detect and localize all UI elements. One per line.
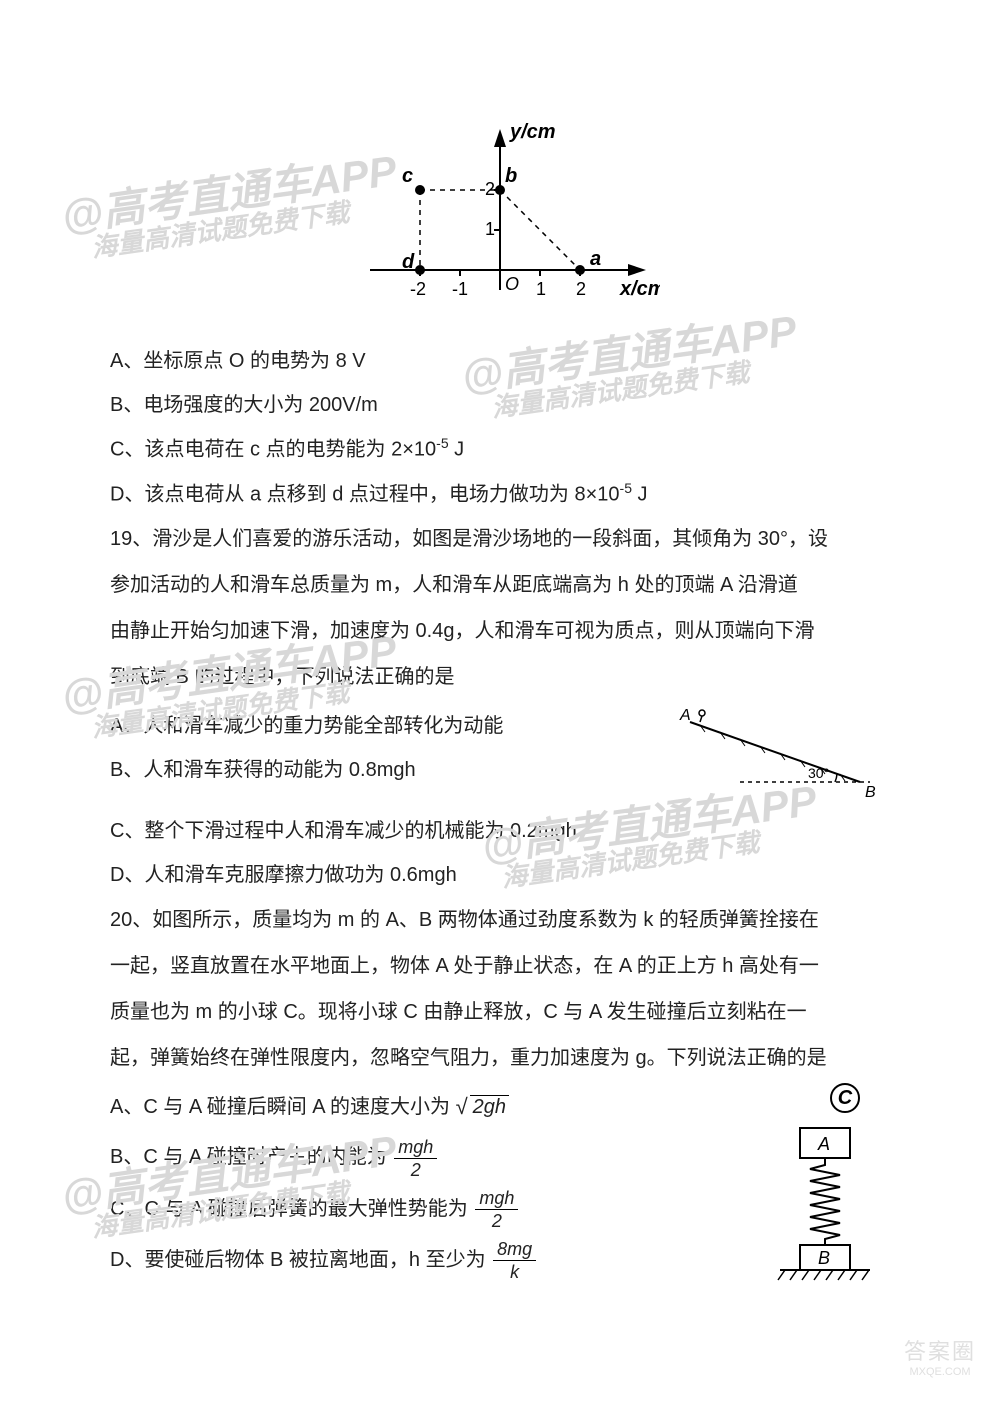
q18-option-c: C、该点电荷在 c 点的电势能为 2×10-5 J xyxy=(110,429,890,470)
svg-text:-2: -2 xyxy=(410,279,426,299)
q20-circled-c: C xyxy=(830,1083,860,1113)
svg-text:B: B xyxy=(818,1248,830,1268)
q19-stem-2: 参加活动的人和滑车总质量为 m，人和滑车从距底端高为 h 处的顶端 A 沿滑道 xyxy=(110,564,890,606)
svg-text:A: A xyxy=(679,707,691,724)
svg-text:O: O xyxy=(505,274,519,294)
q19-stem-4: 到底端 B 的过程中，下列说法正确的是 xyxy=(110,656,890,698)
graph-coordinate: y/cm x/cm -2 -1 O 1 2 1 2 a b c d xyxy=(110,120,890,325)
svg-text:1: 1 xyxy=(485,219,495,239)
q18-option-d: D、该点电荷从 a 点移到 d 点过程中，电场力做功为 8×10-5 J xyxy=(110,474,890,515)
svg-text:30°: 30° xyxy=(808,765,829,781)
svg-text:2: 2 xyxy=(485,179,495,199)
corner-logo: 答案圈 MXQE.COM xyxy=(900,1334,980,1394)
svg-text:-1: -1 xyxy=(452,279,468,299)
svg-text:d: d xyxy=(402,251,415,273)
q19-option-c: C、整个下滑过程中人和滑车减少的机械能为 0.2mgh xyxy=(110,811,890,851)
q20-option-b: B、C 与 A 碰撞时产生的内能为 mgh2 xyxy=(110,1137,770,1178)
svg-text:c: c xyxy=(402,165,413,187)
svg-text:1: 1 xyxy=(536,279,546,299)
q19-option-d: D、人和滑车克服摩擦力做功为 0.6mgh xyxy=(110,855,890,895)
q18-option-b: B、电场强度的大小为 200V/m xyxy=(110,385,890,425)
q19-stem-1: 19、滑沙是人们喜爱的游乐活动，如图是滑沙场地的一段斜面，其倾角为 30°，设 xyxy=(110,518,890,560)
q19-figure-incline: A B 30° xyxy=(670,702,890,807)
y-axis-label: y/cm xyxy=(509,121,556,143)
page: @高考直通车APP 海量高清试题免费下载 @高考直通车APP 海量高清试题免费下… xyxy=(0,0,1000,1414)
svg-text:A: A xyxy=(817,1134,830,1154)
q20-option-a: A、C 与 A 碰撞后瞬间 A 的速度大小为 2gh xyxy=(110,1087,770,1127)
q19-stem-3: 由静止开始匀加速下滑，加速度为 0.4g，人和滑车可视为质点，则从顶端向下滑 xyxy=(110,610,890,652)
svg-text:b: b xyxy=(505,165,517,187)
q20-option-d: D、要使碰后物体 B 被拉离地面，h 至少为 8mgk xyxy=(110,1240,770,1281)
q20-stem-4: 起，弹簧始终在弹性限度内，忽略空气阻力，重力加速度为 g。下列说法正确的是 xyxy=(110,1037,890,1079)
q20-stem-2: 一起，竖直放置在水平地面上，物体 A 处于静止状态，在 A 的正上方 h 高处有… xyxy=(110,945,890,987)
q18-option-a: A、坐标原点 O 的电势为 8 V xyxy=(110,341,890,381)
q20-figure-spring: A B xyxy=(770,1123,880,1293)
svg-text:2: 2 xyxy=(576,279,586,299)
q20-stem-1: 20、如图所示，质量均为 m 的 A、B 两物体通过劲度系数为 k 的轻质弹簧拴… xyxy=(110,899,890,941)
q19-option-a: A、人和滑车减少的重力势能全部转化为动能 xyxy=(110,706,670,746)
q20-option-c: C、C 与 A 碰撞后弹簧的最大弹性势能为 mgh2 xyxy=(110,1189,770,1230)
svg-text:a: a xyxy=(590,248,601,270)
q20-stem-3: 质量也为 m 的小球 C。现将小球 C 由静止释放，C 与 A 发生碰撞后立刻粘… xyxy=(110,991,890,1033)
x-axis-label: x/cm xyxy=(619,278,660,300)
svg-text:B: B xyxy=(865,784,876,801)
q19-option-b: B、人和滑车获得的动能为 0.8mgh xyxy=(110,750,670,790)
